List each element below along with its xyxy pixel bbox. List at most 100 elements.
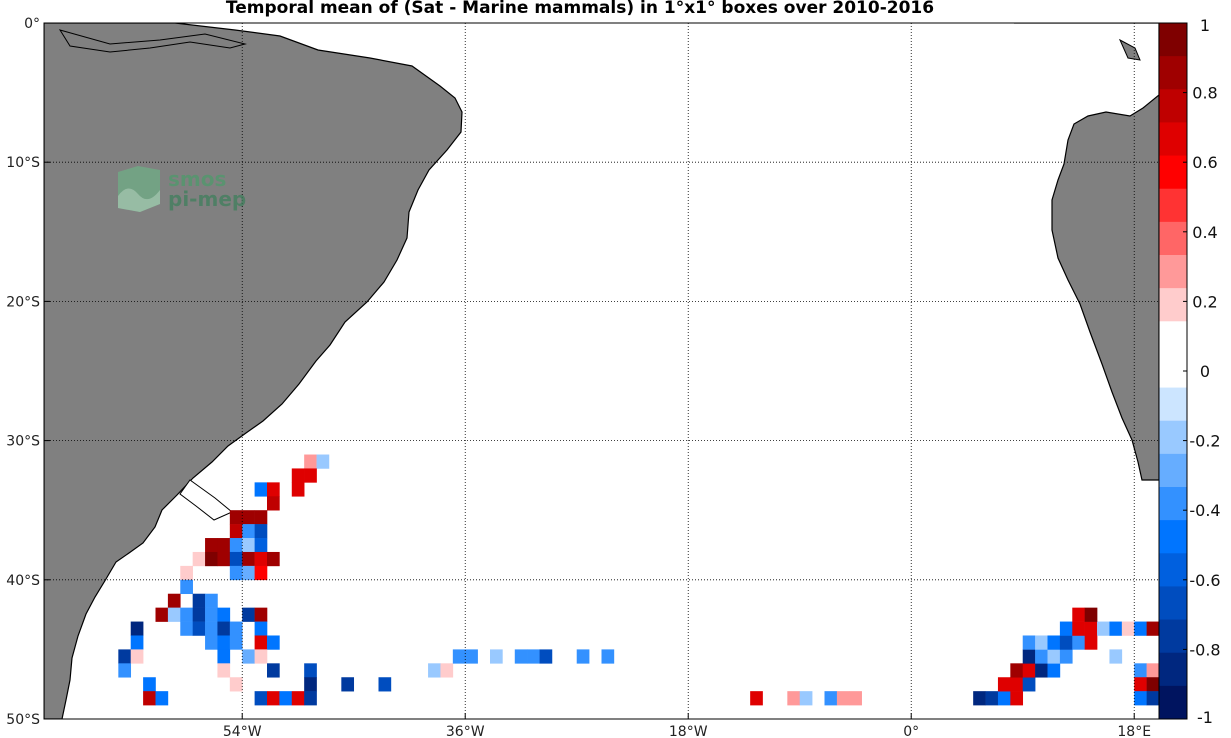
x-tick-label: 36°W	[446, 724, 485, 738]
colorbar-bin	[1159, 586, 1187, 621]
africa-land	[1014, 23, 1159, 481]
data-cell	[254, 565, 268, 581]
y-tick-label: 50°S	[6, 712, 40, 728]
data-cell	[267, 691, 280, 706]
data-cell	[1010, 663, 1024, 678]
colorbar-bin	[1159, 89, 1187, 123]
data-cell	[291, 691, 305, 706]
data-cell	[341, 677, 355, 692]
data-cell	[490, 649, 503, 664]
data-cell	[267, 663, 280, 678]
data-cell	[254, 607, 268, 622]
data-cell	[143, 677, 156, 692]
data-cell	[973, 691, 986, 706]
data-cell	[205, 607, 218, 622]
data-cell	[205, 635, 218, 650]
data-cell	[997, 691, 1011, 706]
data-cell	[254, 635, 268, 650]
data-cell	[1084, 621, 1098, 636]
data-cell	[229, 677, 243, 692]
colorbar-bin	[1159, 420, 1187, 455]
data-cell	[1109, 649, 1123, 664]
data-cell	[254, 538, 268, 553]
africa-coast-detail	[1118, 38, 1141, 61]
data-cell	[1022, 677, 1036, 692]
map-title: Temporal mean of (Sat - Marine mammals) …	[225, 0, 935, 18]
data-cell	[1059, 649, 1073, 664]
data-cell	[291, 468, 305, 483]
data-cell	[1146, 663, 1159, 678]
coast-detail-amazon	[58, 29, 247, 53]
data-cell	[1072, 607, 1085, 622]
data-cell	[267, 482, 280, 497]
colorbar-bin	[1159, 652, 1187, 687]
colorbar-bin	[1159, 188, 1187, 223]
data-cell	[205, 551, 218, 567]
data-cell	[229, 635, 243, 650]
x-tick-label: 18°E	[1117, 724, 1151, 738]
colorbar-bin	[1159, 288, 1187, 322]
smos-pi-mep-logo: smos pi-mep	[118, 166, 246, 212]
data-cell	[1121, 621, 1135, 636]
data-cell	[155, 607, 169, 622]
data-cell	[205, 621, 218, 636]
data-cell	[1134, 663, 1147, 678]
data-cell	[118, 649, 132, 664]
data-cell	[428, 663, 441, 678]
data-cell	[192, 607, 206, 622]
data-cell	[118, 663, 132, 678]
data-cell	[180, 621, 193, 636]
data-cell	[1022, 649, 1036, 664]
data-cell	[1084, 635, 1098, 650]
colorbar-bin	[1159, 321, 1187, 355]
data-cell	[539, 649, 553, 664]
data-cell	[229, 510, 243, 525]
data-cell	[836, 691, 850, 706]
data-cell	[304, 454, 317, 469]
data-cell	[229, 538, 243, 553]
data-cell	[1097, 621, 1110, 636]
data-cell	[1047, 635, 1061, 650]
data-cell	[143, 691, 156, 706]
colorbar-tick-label: -0.2	[1189, 432, 1220, 451]
data-cell	[1010, 677, 1024, 692]
falklands-coast	[74, 640, 98, 668]
x-axis: 54°W 36°W 18°W 0° 18°E	[223, 713, 1151, 738]
x-tick-label: 0°	[903, 724, 919, 738]
data-cell	[130, 649, 144, 664]
data-cell	[1035, 635, 1048, 650]
data-cell	[1035, 663, 1048, 678]
logo-text-pi-mep: pi-mep	[168, 187, 246, 211]
data-cell	[824, 691, 838, 706]
data-cell	[1146, 621, 1159, 636]
colorbar-tick-label: 0.6	[1192, 153, 1217, 172]
colorbar-bin	[1159, 387, 1187, 422]
colorbar-bin	[1159, 520, 1187, 554]
data-cell	[205, 593, 218, 608]
data-cell	[155, 691, 169, 706]
data-cell	[1010, 691, 1024, 706]
data-cell	[291, 482, 305, 497]
data-cell	[167, 593, 181, 608]
data-cell	[849, 691, 862, 706]
colorbar-bin	[1159, 122, 1187, 157]
data-cell	[1022, 635, 1036, 650]
colorbar-tick-label: -0.6	[1189, 571, 1220, 590]
colorbar	[1159, 23, 1187, 720]
data-cell	[229, 565, 243, 581]
la-plata-estuary	[179, 479, 233, 521]
colorbar-bin	[1159, 619, 1187, 654]
data-cell	[180, 579, 193, 595]
y-tick-label: 20°S	[6, 294, 40, 310]
data-cell	[229, 524, 243, 539]
data-cell	[1022, 663, 1036, 678]
data-cell	[1059, 635, 1073, 650]
y-tick-label: 0°	[24, 16, 40, 32]
colorbar-bin	[1159, 354, 1187, 389]
logo-text-smos: smos	[168, 167, 226, 191]
graticule	[44, 23, 1159, 719]
data-cell	[279, 691, 293, 706]
x-tick-label: 18°W	[669, 724, 708, 738]
data-cell	[799, 691, 813, 706]
data-cell	[316, 454, 330, 469]
